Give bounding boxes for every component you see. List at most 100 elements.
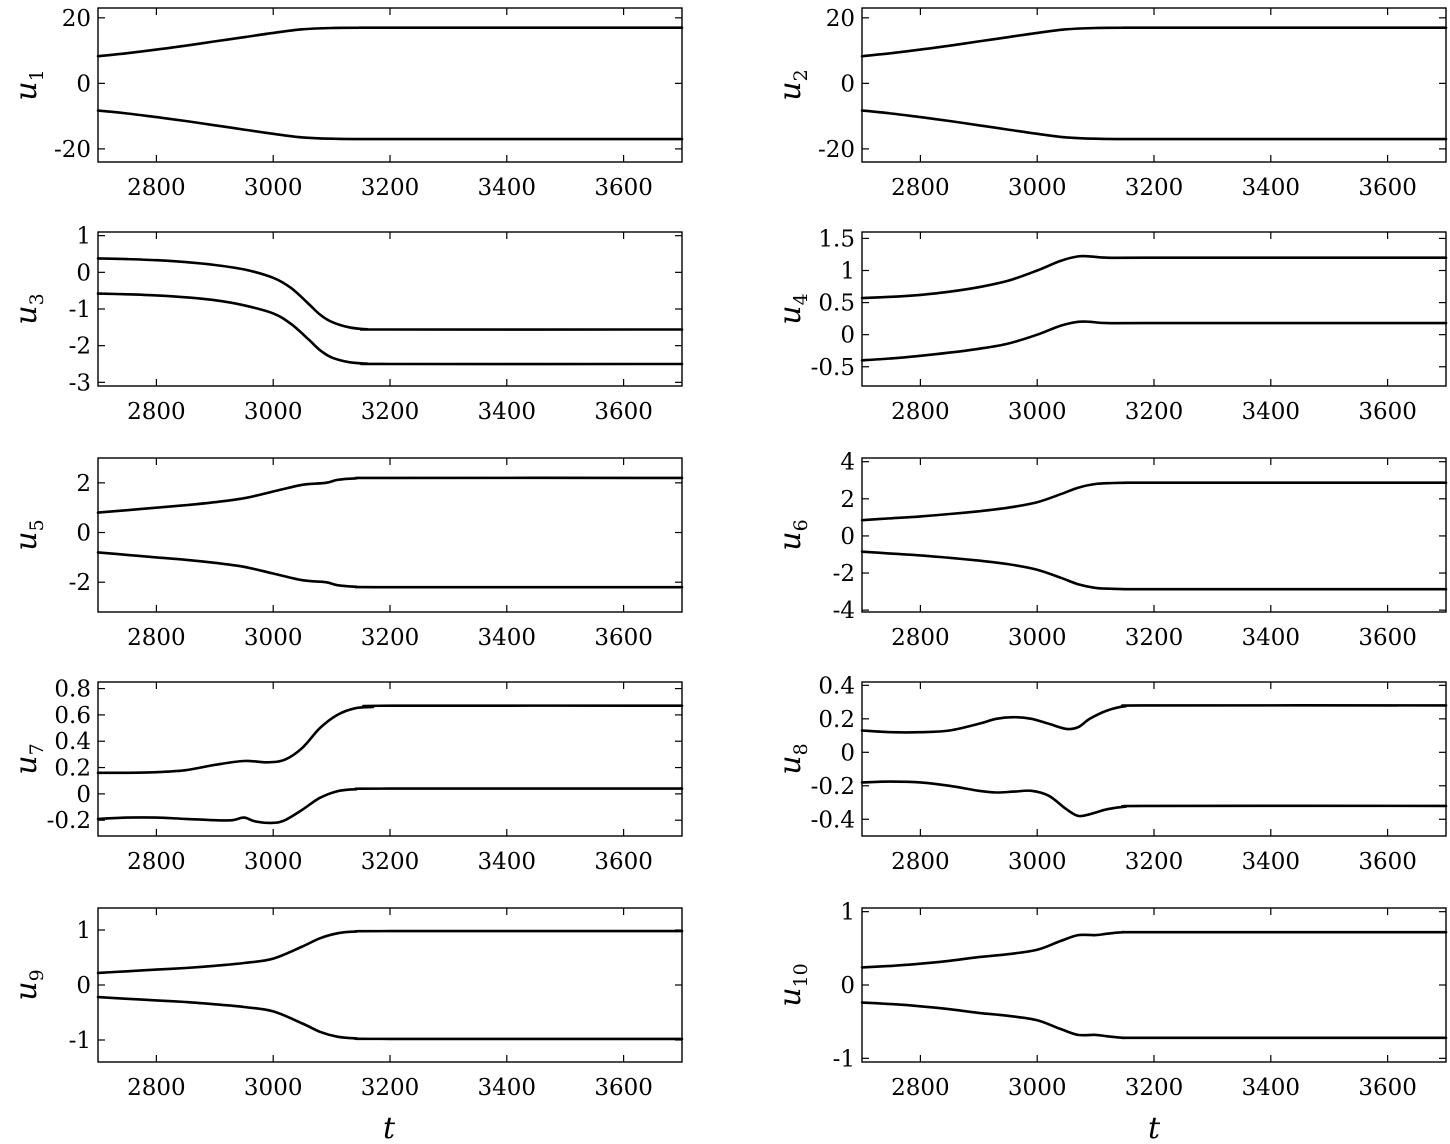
y-tick-label: 0 xyxy=(76,260,91,286)
x-tick-label: 2800 xyxy=(127,1075,186,1101)
x-tick-label: 2800 xyxy=(891,1075,950,1101)
y-tick-label: 4 xyxy=(840,450,855,476)
y-tick-label: 0.8 xyxy=(54,677,91,703)
panel-u3: 2800 3000 3200 3400 3600 1 0 -1 -2 -3 u3 xyxy=(9,224,684,425)
lower-curve xyxy=(96,292,684,366)
x-tick-label: 2800 xyxy=(891,175,950,201)
y-tick-label: 0 xyxy=(76,521,91,547)
y-tick-label: 0.6 xyxy=(54,703,91,729)
upper-curve xyxy=(96,476,684,514)
panel-u1: 2800 3000 3200 3400 3600 20 0 -20 u1 xyxy=(9,6,684,201)
y-tick-label: -0.2 xyxy=(811,774,855,800)
x-tick-label: 3600 xyxy=(1358,625,1417,651)
x-tick-label: 3400 xyxy=(1242,175,1301,201)
y-tick-label: -0.5 xyxy=(811,355,855,381)
x-tick-label: 3000 xyxy=(244,1075,303,1101)
y-axis-label: u10 xyxy=(773,963,812,1007)
upper-curve xyxy=(96,26,684,58)
upper-curve xyxy=(860,254,1448,300)
x-tick-label: 3200 xyxy=(361,1075,420,1101)
y-tick-label: -1 xyxy=(69,297,91,323)
x-axis-label-right: t xyxy=(1148,1111,1161,1144)
y-tick-label: 0.5 xyxy=(818,291,855,317)
y-tick-label: 0 xyxy=(840,323,855,349)
y-tick-label: -2 xyxy=(69,570,91,596)
panel-u2: 2800 3000 3200 3400 3600 20 0 -20 u2 xyxy=(773,6,1448,201)
y-axis-label: u6 xyxy=(773,519,812,550)
upper-curve xyxy=(860,704,1448,734)
y-tick-label: 1 xyxy=(76,918,91,944)
y-tick-label: 0.2 xyxy=(818,707,855,733)
x-tick-label: 3200 xyxy=(361,399,420,425)
y-tick-label: -20 xyxy=(818,137,855,163)
y-tick-label: 2 xyxy=(840,487,855,513)
lower-curve xyxy=(860,1001,1448,1040)
upper-curve xyxy=(96,257,684,331)
y-tick-label: 0.4 xyxy=(818,673,855,699)
lower-curve xyxy=(96,109,684,141)
y-tick-label: 1.5 xyxy=(818,226,855,252)
x-tick-label: 3600 xyxy=(594,625,653,651)
y-tick-label: 0 xyxy=(840,524,855,550)
x-tick-label: 2800 xyxy=(891,399,950,425)
x-tick-label: 3400 xyxy=(1242,1075,1301,1101)
y-tick-label: -2 xyxy=(833,561,855,587)
x-tick-label: 3400 xyxy=(478,849,537,875)
y-tick-label: 1 xyxy=(840,259,855,285)
x-tick-label: 3200 xyxy=(1125,399,1184,425)
x-tick-label: 3400 xyxy=(478,1075,537,1101)
upper-curve xyxy=(96,704,684,775)
x-tick-label: 3600 xyxy=(594,849,653,875)
upper-curve xyxy=(860,481,1448,522)
y-axis-label: u1 xyxy=(9,69,48,100)
x-tick-label: 3000 xyxy=(1008,399,1067,425)
x-tick-label: 3000 xyxy=(1008,849,1067,875)
y-tick-label: -0.4 xyxy=(811,807,855,833)
upper-curve xyxy=(860,26,1448,58)
x-tick-label: 3600 xyxy=(1358,1075,1417,1101)
panel-u9: 2800 3000 3200 3400 3600 1 0 -1 u9 xyxy=(9,907,684,1101)
x-tick-label: 2800 xyxy=(891,849,950,875)
x-tick-label: 2800 xyxy=(891,625,950,651)
x-tick-label: 3400 xyxy=(478,175,537,201)
panel-u4: 2800 3000 3200 3400 3600 1.5 1 0.5 0 -0.5 u4 xyxy=(773,226,1448,425)
x-tick-label: 3200 xyxy=(361,625,420,651)
x-tick-label: 3400 xyxy=(478,399,537,425)
lower-curve xyxy=(96,551,684,589)
plot-frame xyxy=(97,457,683,613)
y-tick-label: -20 xyxy=(54,137,91,163)
panel-u10: 2800 3000 3200 3400 3600 1 0 -1 u10 xyxy=(773,900,1448,1101)
y-axis-label: u9 xyxy=(9,969,48,1000)
upper-curve xyxy=(860,930,1448,969)
x-tick-label: 3000 xyxy=(244,849,303,875)
y-tick-label: 0 xyxy=(840,973,855,999)
y-tick-label: -1 xyxy=(833,1046,855,1072)
y-tick-label: 0.4 xyxy=(54,729,91,755)
x-axis-label-left: t xyxy=(383,1111,396,1144)
lower-curve xyxy=(860,320,1448,362)
x-tick-label: 3600 xyxy=(1358,175,1417,201)
y-tick-label: 20 xyxy=(62,6,91,32)
y-tick-label: 1 xyxy=(76,224,91,250)
y-tick-label: 0 xyxy=(840,71,855,97)
panel-u7: 2800 3000 3200 3400 3600 0.80.60.40.20-0.2 u7 xyxy=(9,677,684,875)
lower-curve xyxy=(860,780,1448,818)
panel-u6: 2800 3000 3200 3400 3600 4 2 0 -2 -4 u6 xyxy=(773,450,1448,651)
y-tick-label: -3 xyxy=(69,370,91,396)
y-axis-label: u4 xyxy=(773,293,812,324)
plot-frame xyxy=(861,231,1447,387)
x-tick-label: 3400 xyxy=(1242,625,1301,651)
x-tick-label: 3400 xyxy=(1242,849,1301,875)
y-tick-label: 1 xyxy=(840,900,855,926)
x-tick-label: 3600 xyxy=(594,399,653,425)
x-tick-label: 3600 xyxy=(594,175,653,201)
y-tick-label: 0 xyxy=(76,71,91,97)
x-tick-label: 3200 xyxy=(361,849,420,875)
y-tick-label: 20 xyxy=(826,6,855,32)
x-tick-label: 2800 xyxy=(127,175,186,201)
x-tick-label: 3600 xyxy=(1358,399,1417,425)
y-tick-label: 0 xyxy=(76,973,91,999)
x-tick-label: 3200 xyxy=(1125,175,1184,201)
y-tick-label: 0 xyxy=(76,782,91,808)
